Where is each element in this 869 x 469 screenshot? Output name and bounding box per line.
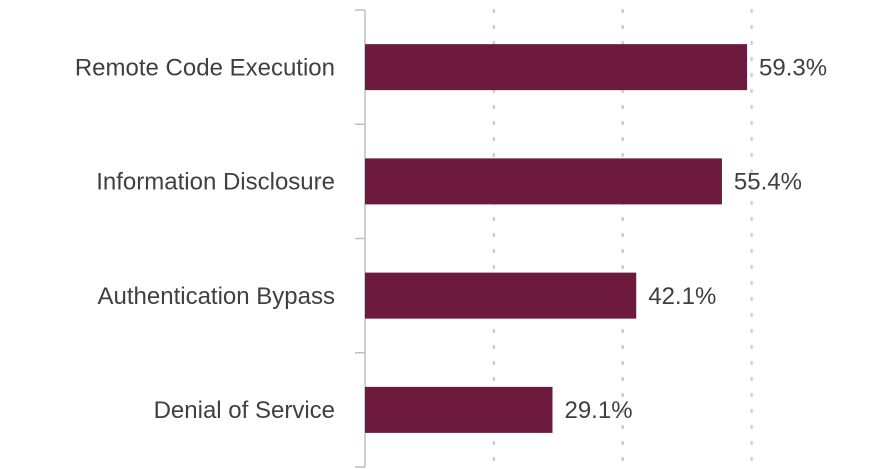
value-label: 55.4%: [734, 169, 802, 196]
value-label: 59.3%: [759, 54, 827, 81]
bar: [365, 44, 748, 91]
value-label: 29.1%: [564, 397, 632, 424]
bar: [365, 272, 637, 319]
bar: [365, 386, 553, 433]
y-tick-label: Denial of Service: [154, 397, 335, 424]
y-tick-label: Authentication Bypass: [98, 283, 335, 310]
bar: [365, 158, 722, 205]
value-label: 42.1%: [648, 283, 716, 310]
y-tick-label: Remote Code Execution: [75, 54, 335, 81]
y-tick-label: Information Disclosure: [96, 169, 335, 196]
